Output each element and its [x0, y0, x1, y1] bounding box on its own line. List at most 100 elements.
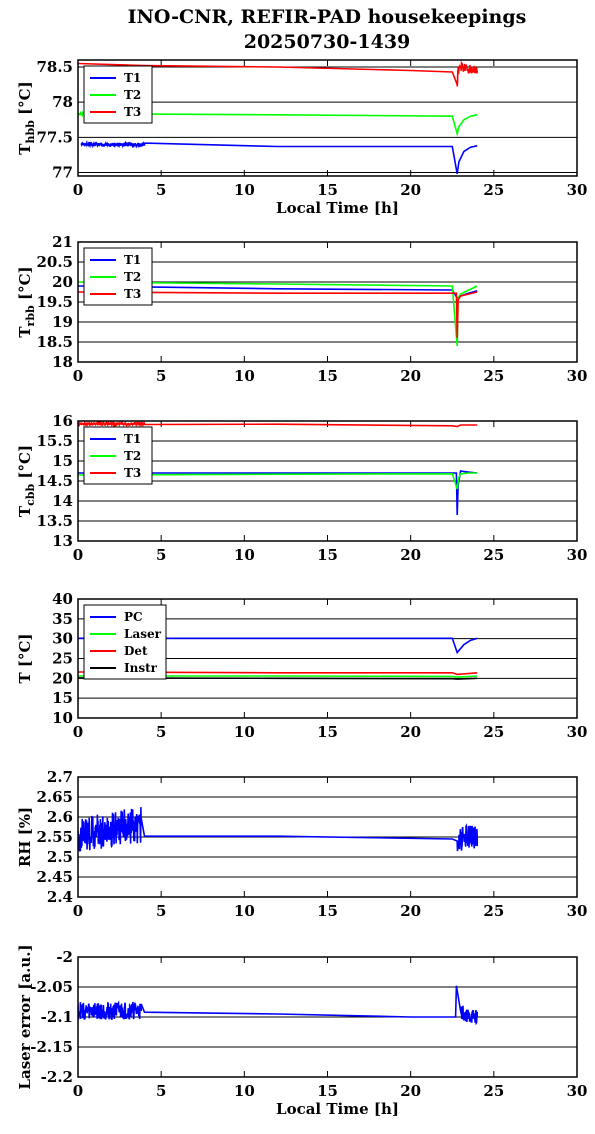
x-tick-label: 0	[73, 546, 83, 564]
figure-title-line2: 20250730-1439	[244, 31, 411, 53]
legend-label: T2	[124, 449, 141, 463]
series-line-det	[78, 671, 478, 676]
series-line-instr	[78, 677, 478, 680]
x-tick-label: 20	[400, 367, 421, 385]
x-tick-label: 25	[483, 546, 504, 564]
series-line-t1	[78, 470, 478, 516]
series-line-laser	[78, 675, 478, 678]
x-tick-label: 15	[317, 546, 338, 564]
x-tick-label: 15	[317, 1082, 338, 1100]
y-axis-label: Trbb [°C]	[16, 266, 37, 337]
x-tick-label: 15	[317, 181, 338, 199]
x-tick-label: 5	[156, 902, 166, 920]
x-tick-label: 20	[400, 181, 421, 199]
x-tick-label: 15	[317, 367, 338, 385]
y-tick-label: 2.6	[47, 808, 73, 826]
x-tick-label: 15	[317, 723, 338, 741]
y-tick-label: -2.05	[30, 978, 73, 996]
series-line-t3	[78, 60, 478, 87]
y-tick-label: 18	[52, 353, 73, 371]
x-tick-label: 25	[483, 1082, 504, 1100]
x-tick-label: 0	[73, 902, 83, 920]
legend: T1 T2 T3	[83, 247, 153, 306]
y-tick-label: 18.5	[36, 333, 73, 351]
y-tick-label: 40	[52, 590, 73, 608]
legend-label: T1	[124, 71, 141, 85]
y-tick-label: 78.5	[36, 58, 73, 76]
y-tick-label: 14.5	[36, 472, 73, 490]
series-line-t2	[78, 472, 478, 490]
series-line-t3	[78, 291, 478, 339]
y-tick-label: -2	[56, 948, 73, 966]
y-tick-label: 20	[52, 669, 73, 687]
x-tick-label: 5	[156, 367, 166, 385]
y-tick-label: 21	[52, 233, 73, 251]
series-line-data	[78, 985, 478, 1026]
chart-panel-3: 0 5 10 15 20 25 30 13 13.5 14 14.5 15 15.5 16 Tcbb [°C…	[16, 412, 587, 564]
series-line-data	[78, 807, 478, 852]
x-tick-label: 10	[234, 723, 255, 741]
x-axis-label: Local Time [h]	[276, 1100, 399, 1118]
y-tick-label: -2.1	[41, 1008, 73, 1026]
legend-label: T3	[124, 466, 141, 480]
y-tick-label: 30	[52, 630, 73, 648]
plot-frame	[77, 241, 578, 363]
y-tick-label: 19	[52, 313, 73, 331]
y-tick-label: 14	[52, 492, 73, 510]
legend: PC Laser Det Instr	[83, 604, 167, 680]
y-tick-label: 2.7	[47, 768, 73, 786]
x-tick-label: 25	[483, 181, 504, 199]
legend-label: T2	[124, 270, 141, 284]
x-tick-label: 20	[400, 902, 421, 920]
y-tick-label: 15	[52, 689, 73, 707]
figure-title-line1: INO-CNR, REFIR-PAD housekeepings	[128, 6, 527, 28]
x-tick-label: 30	[567, 181, 588, 199]
y-axis-label: RH [%]	[16, 807, 34, 867]
y-tick-label: 19.5	[36, 293, 73, 311]
y-tick-label: 2.55	[36, 828, 73, 846]
y-tick-label: 2.45	[36, 868, 73, 886]
x-tick-label: 10	[234, 181, 255, 199]
x-tick-label: 20	[400, 546, 421, 564]
x-tick-label: 30	[567, 546, 588, 564]
x-tick-label: 0	[73, 367, 83, 385]
plot-frame	[77, 420, 578, 542]
y-axis-label: Tcbb [°C]	[16, 445, 37, 517]
series-line-t2	[78, 110, 478, 137]
y-tick-label: 77.5	[36, 128, 73, 146]
x-tick-label: 5	[156, 1082, 166, 1100]
x-tick-label: 25	[483, 367, 504, 385]
y-tick-label: 2.65	[36, 788, 73, 806]
y-tick-label: 15	[52, 452, 73, 470]
y-tick-label: 35	[52, 610, 73, 628]
y-axis-label: T [°C]	[16, 633, 34, 683]
x-tick-label: 20	[400, 1082, 421, 1100]
plot-frame	[77, 776, 578, 898]
legend-label: Instr	[124, 661, 158, 675]
x-tick-label: 20	[400, 723, 421, 741]
y-tick-label: 20	[52, 273, 73, 291]
legend-label: T3	[124, 105, 141, 119]
y-tick-label: 15.5	[36, 432, 73, 450]
y-tick-label: 20.5	[36, 253, 73, 271]
y-tick-label: -2.15	[30, 1038, 73, 1056]
x-tick-label: 5	[156, 723, 166, 741]
y-tick-label: 10	[52, 709, 73, 727]
x-tick-label: 5	[156, 546, 166, 564]
x-tick-label: 0	[73, 181, 83, 199]
y-tick-label: 16	[52, 412, 73, 430]
x-tick-label: 30	[567, 723, 588, 741]
y-tick-label: 78	[52, 93, 73, 111]
chart-panel-5: 0 5 10 15 20 25 30 2.4 2.45 2.5 2.55 2.6 2.65 2.7 RH […	[16, 768, 587, 920]
y-tick-label: 13	[52, 532, 73, 550]
x-tick-label: 25	[483, 723, 504, 741]
series-line-t3	[78, 421, 478, 428]
x-axis-label: Local Time [h]	[276, 199, 399, 217]
x-tick-label: 30	[567, 367, 588, 385]
legend-label: T1	[124, 253, 141, 267]
y-tick-label: 77	[52, 163, 73, 181]
series-line-t1	[80, 139, 478, 175]
